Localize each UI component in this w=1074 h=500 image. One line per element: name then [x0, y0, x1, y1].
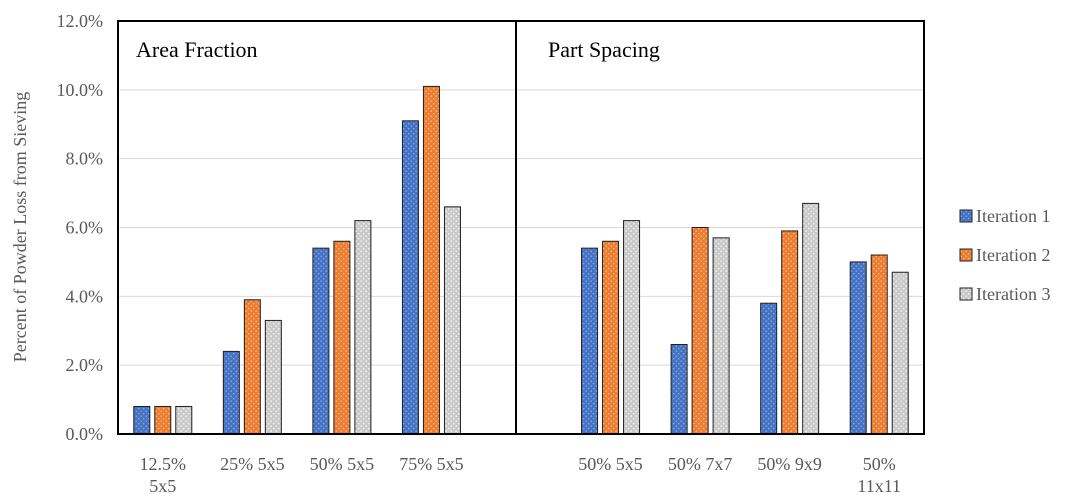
bar-iteration-1	[133, 405, 151, 435]
bar-iteration-2	[154, 405, 172, 435]
legend-swatch	[959, 287, 973, 301]
x-tick-label: 12.5% 5x5	[140, 454, 187, 496]
bar-iteration-3	[712, 237, 730, 435]
legend-label: Iteration 3	[976, 284, 1050, 304]
y-tick-label: 12.0%	[57, 11, 104, 31]
bar-iteration-1	[222, 350, 240, 435]
panel-title-part-spacing: Part Spacing	[548, 37, 660, 62]
bar-iteration-3	[354, 220, 372, 435]
y-tick-label: 6.0%	[66, 218, 104, 238]
y-axis-label: Percent of Powder Loss from Sieving	[10, 92, 30, 362]
bar-iteration-1	[849, 261, 867, 435]
bar-iteration-1	[760, 302, 778, 435]
panel-title-area-fraction: Area Fraction	[136, 37, 258, 62]
legend-item: Iteration 1	[959, 206, 1050, 226]
bar-iteration-2	[870, 254, 888, 435]
x-tick-label: 50% 7x7	[668, 454, 733, 474]
y-tick-label: 4.0%	[66, 286, 104, 306]
bar-iteration-1	[670, 344, 688, 435]
legend-label: Iteration 2	[976, 245, 1050, 265]
x-tick-label: 50% 11x11	[857, 454, 901, 496]
bar-iteration-1	[312, 247, 330, 435]
legend: Iteration 1 Iteration 2 Iteration 3	[959, 206, 1050, 304]
bar-iteration-3	[264, 319, 282, 435]
legend-swatch	[959, 209, 973, 223]
bar-iteration-3	[802, 202, 820, 435]
bar-iteration-2	[333, 240, 351, 435]
x-tick-label: 75% 5x5	[399, 454, 464, 474]
bar-iteration-3	[623, 220, 641, 435]
bar-iteration-3	[443, 206, 461, 435]
legend-item: Iteration 3	[959, 284, 1050, 304]
x-tick-label: 25% 5x5	[220, 454, 285, 474]
y-tick-label: 8.0%	[66, 149, 104, 169]
y-tick-label: 10.0%	[57, 80, 104, 100]
legend-swatch	[959, 248, 973, 262]
x-tick-labels: 12.5% 5x5 25% 5x5 50% 5x5 75% 5x5 50% 5x5 50% …	[140, 454, 902, 496]
y-tick-labels: 0.0% 2.0% 4.0% 6.0% 8.0% 10.0% 12.0%	[57, 11, 104, 444]
legend-label: Iteration 1	[976, 206, 1050, 226]
y-tick-label: 2.0%	[66, 355, 104, 375]
x-tick-label: 50% 5x5	[310, 454, 375, 474]
bar-iteration-2	[243, 299, 261, 435]
legend-item: Iteration 2	[959, 245, 1050, 265]
bar-iteration-3	[175, 405, 193, 435]
x-tick-label: 50% 5x5	[578, 454, 643, 474]
bar-iteration-1	[581, 247, 599, 435]
bar-iteration-1	[401, 120, 419, 435]
x-tick-label: 50% 9x9	[757, 454, 822, 474]
bar-iteration-2	[691, 227, 709, 435]
y-tick-label: 0.0%	[66, 424, 104, 444]
bar-iteration-2	[422, 85, 440, 435]
bars	[133, 85, 909, 435]
bar-iteration-2	[781, 230, 799, 435]
bar-iteration-2	[602, 240, 620, 435]
bar-iteration-3	[891, 271, 909, 435]
